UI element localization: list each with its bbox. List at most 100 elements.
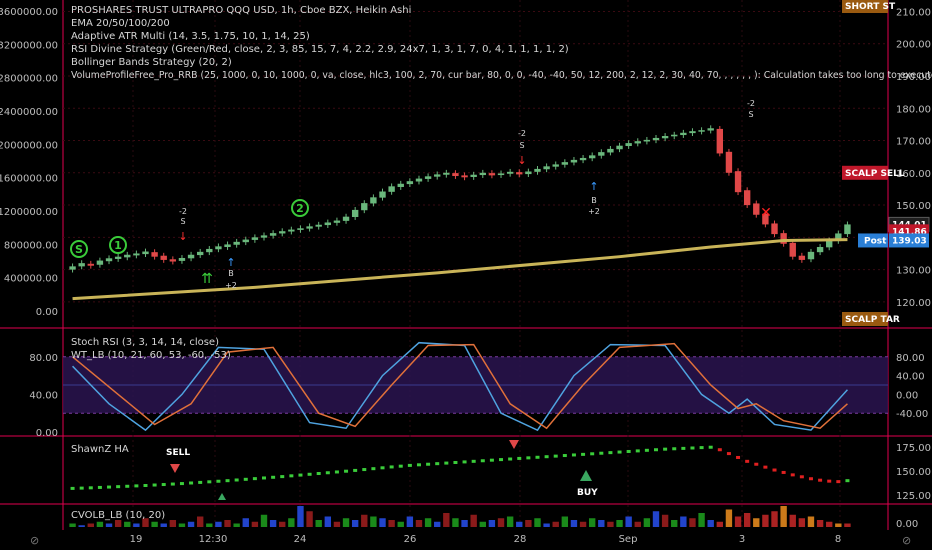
signal-circle-label-1: 1 [114, 239, 122, 252]
candle-body-46 [488, 173, 496, 176]
buy-triangle [580, 470, 592, 481]
ha-dot-16 [216, 479, 221, 483]
volume-bar-59 [607, 521, 614, 527]
shawnz-ha-dots [70, 440, 850, 500]
buy-label: BUY [577, 488, 598, 498]
left-axis-tick-7: 800000.00 [4, 240, 58, 251]
candle-body-52 [543, 166, 550, 170]
volume-bar-69 [698, 513, 705, 527]
ha-dot-85 [845, 479, 850, 483]
ha-dot-31 [353, 468, 358, 472]
vol-right-tick-0: 0.00 [896, 519, 918, 530]
ha-dot-39 [426, 462, 431, 466]
ha-dot-33 [371, 467, 376, 471]
ha-dot-80 [799, 475, 804, 479]
left-axis-tick-6: 1200000.00 [0, 207, 58, 218]
ha-dot-1 [79, 486, 84, 490]
ha-dot-2 [88, 486, 93, 490]
candle-body-49 [516, 172, 523, 175]
time-tick-5: Sep [619, 534, 638, 545]
volume-bar-58 [598, 520, 605, 527]
candle-body-4 [105, 258, 113, 262]
ha-dot-43 [462, 460, 467, 464]
ha-dot-79 [790, 473, 795, 477]
candle-body-19 [242, 239, 249, 243]
candle-body-22 [269, 233, 277, 236]
candle-body-33 [370, 197, 377, 204]
stoch-right-tick-1: 40.00 [896, 372, 925, 383]
buy-triangle-2 [218, 493, 226, 500]
signal-text-6: B [228, 269, 234, 278]
candle-body-71 [716, 128, 724, 154]
ema-200-line [72, 238, 848, 301]
ha-dot-59 [608, 451, 613, 455]
volume-bar-76 [762, 514, 769, 527]
left-axis-tick-2: 2800000.00 [0, 74, 58, 85]
ha-dot-76 [763, 465, 768, 469]
volume-bar-60 [616, 520, 623, 527]
ha-dot-26 [307, 472, 312, 476]
volume-bar-2 [87, 523, 94, 527]
time-tick-4: 28 [514, 534, 527, 545]
ha-dot-65 [663, 447, 668, 451]
ha-dot-73 [736, 455, 741, 459]
ha-dot-29 [334, 470, 339, 474]
candles-group [69, 125, 851, 273]
candle-body-72 [725, 151, 733, 173]
ha-dot-15 [207, 480, 212, 484]
candle-body-85 [844, 224, 851, 235]
volume-bar-25 [297, 506, 304, 527]
signal-markers: S 12-2S-2S-2SB+2B+2↓↓↑↑⇈✕ [70, 99, 772, 290]
signal-text-0: -2 [179, 207, 187, 216]
ha-dot-41 [444, 461, 449, 465]
ha-dot-7 [134, 484, 139, 488]
ha-dot-19 [243, 477, 248, 481]
candle-body-68 [689, 131, 696, 134]
right-axis-tick-6: 150.00 [896, 201, 931, 212]
volume-bar-26 [306, 511, 313, 527]
volume-bar-41 [443, 513, 450, 527]
right-axis-tick-7: 130.00 [896, 266, 931, 277]
ha-dot-25 [298, 473, 303, 477]
candle-body-28 [324, 222, 332, 226]
candle-body-54 [561, 162, 569, 165]
candle-body-14 [196, 251, 204, 256]
candle-body-50 [525, 171, 532, 175]
time-tick-6: 3 [739, 534, 745, 545]
ha-dot-77 [772, 468, 777, 472]
time-tick-2: 24 [294, 534, 307, 545]
volume-bar-81 [807, 516, 815, 527]
ha-dot-30 [344, 469, 349, 473]
candle-body-10 [160, 255, 167, 260]
volume-bar-79 [789, 514, 796, 527]
volume-bar-61 [625, 516, 632, 527]
volume-bar-6 [124, 521, 131, 527]
volume-bar-14 [196, 516, 204, 527]
ha-dot-67 [681, 446, 686, 450]
volume-bar-64 [652, 511, 660, 527]
ha-dot-5 [116, 485, 121, 489]
candle-body-25 [297, 228, 304, 230]
badge-prefix-bg-4 [858, 233, 888, 248]
candle-body-66 [671, 134, 678, 137]
volume-bar-10 [160, 523, 167, 527]
volume-bar-47 [497, 518, 505, 527]
volume-bar-37 [406, 516, 414, 527]
tradingview-logo-left: ⊘ [30, 534, 39, 547]
volume-bar-84 [835, 523, 842, 527]
volume-bar-5 [114, 520, 122, 527]
ha-dot-69 [699, 446, 704, 450]
volume-bar-42 [452, 518, 459, 527]
stoch-right-tick-0: 80.00 [896, 353, 925, 364]
candle-body-35 [388, 186, 395, 192]
stoch-right-tick-2: 0.00 [896, 390, 918, 401]
volume-bar-78 [780, 506, 787, 527]
signal-text-1: S [180, 217, 185, 226]
volume-bar-27 [315, 520, 322, 527]
study-volume-profile: VolumeProfileFree_Pro_RRB (25, 1000, 0, … [71, 70, 932, 81]
ha-dot-42 [453, 460, 458, 464]
ha-dot-84 [836, 480, 841, 484]
candle-body-41 [443, 172, 450, 175]
